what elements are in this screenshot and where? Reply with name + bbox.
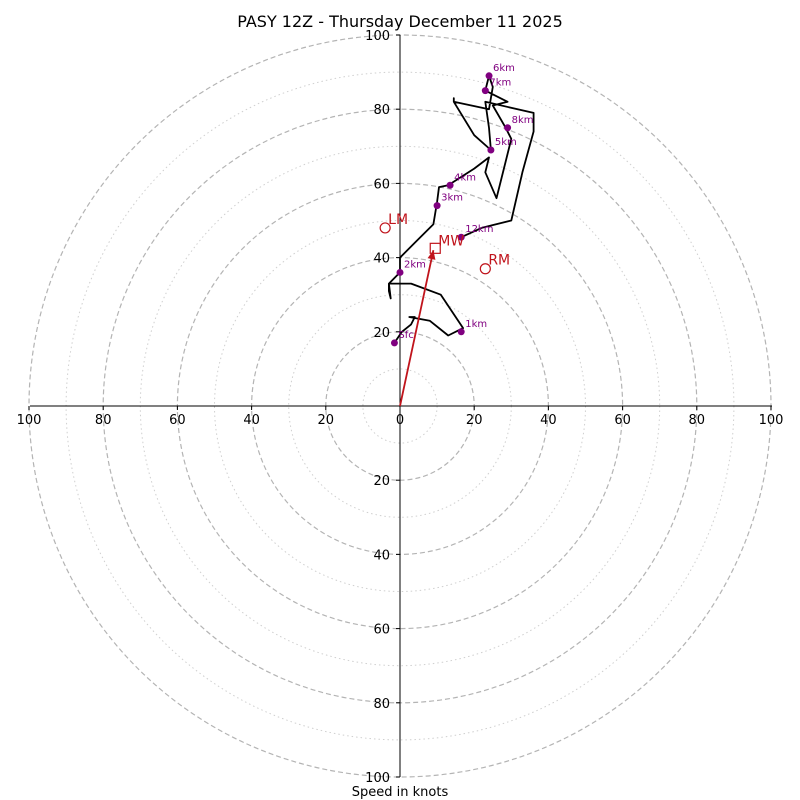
height-marker-label: 4km — [454, 172, 476, 183]
left-mover-marker — [379, 222, 391, 234]
y-tick-label: 80 — [373, 103, 390, 118]
storm-motion-arrowhead — [427, 250, 436, 260]
left-mover-label: LM — [388, 212, 408, 228]
mean-wind-marker — [429, 242, 441, 254]
y-tick-label: 60 — [373, 623, 390, 638]
height-marker-dot — [396, 268, 404, 276]
height-marker-label: 1km — [465, 319, 487, 330]
hodograph-trace-group — [388, 74, 535, 344]
x-tick-label: 80 — [689, 413, 706, 428]
x-tick-label: 80 — [95, 413, 112, 428]
y-tick-label: 40 — [373, 252, 390, 267]
height-marker-dot — [487, 146, 495, 154]
y-tick-label: 40 — [373, 548, 390, 563]
height-markers: Sfc 1km 2km 3km 4km 5km 6km 7km 8km 12km — [390, 63, 534, 347]
x-tick-label: 100 — [17, 413, 42, 428]
height-marker-dot — [481, 87, 489, 95]
x-tick-label: 60 — [169, 413, 186, 428]
height-marker-dot — [390, 339, 398, 347]
right-mover-label: RM — [488, 253, 510, 269]
height-marker-dot — [457, 328, 465, 336]
y-ticks: 100 80 60 40 20 20 40 60 80 100 — [365, 29, 400, 786]
height-marker-label: 5km — [495, 137, 517, 148]
storm-motion-group: MW LM RM — [379, 212, 510, 407]
y-tick-label: 60 — [373, 177, 390, 192]
chart-title: PASY 12Z - Thursday December 11 2025 — [237, 12, 563, 31]
height-marker-label: 7km — [489, 78, 511, 89]
x-tick-label: 40 — [540, 413, 557, 428]
x-tick-label: 60 — [614, 413, 631, 428]
height-marker-label: 3km — [441, 193, 463, 204]
y-tick-label: 20 — [373, 474, 390, 489]
height-marker-label: Sfc — [398, 330, 413, 341]
height-marker-dot — [485, 72, 493, 80]
mean-wind-label: MW — [438, 233, 464, 249]
y-tick-label: 100 — [365, 29, 390, 44]
x-tick-label: 40 — [243, 413, 260, 428]
height-marker-label: 2km — [404, 259, 426, 270]
x-tick-label: 0 — [396, 413, 404, 428]
x-tick-label: 20 — [318, 413, 335, 428]
height-marker-label: 12km — [465, 224, 493, 235]
x-tick-label: 20 — [466, 413, 483, 428]
y-tick-label: 80 — [373, 697, 390, 712]
storm-motion-vector — [399, 249, 435, 407]
height-marker-dot — [457, 233, 465, 241]
height-marker-dot — [504, 124, 512, 132]
x-ticks: 100 80 60 40 20 0 20 40 60 80 100 — [17, 406, 784, 428]
height-marker-dot — [433, 202, 441, 210]
x-tick-label: 100 — [759, 413, 784, 428]
y-tick-label: 20 — [373, 326, 390, 341]
right-mover-marker — [479, 263, 491, 275]
height-marker-label: 8km — [512, 115, 534, 126]
height-marker-label: 6km — [493, 63, 515, 74]
height-marker-dot — [446, 181, 454, 189]
hodograph-trace — [388, 74, 535, 344]
x-axis-label: Speed in knots — [352, 785, 449, 800]
y-tick-label: 100 — [365, 771, 390, 786]
